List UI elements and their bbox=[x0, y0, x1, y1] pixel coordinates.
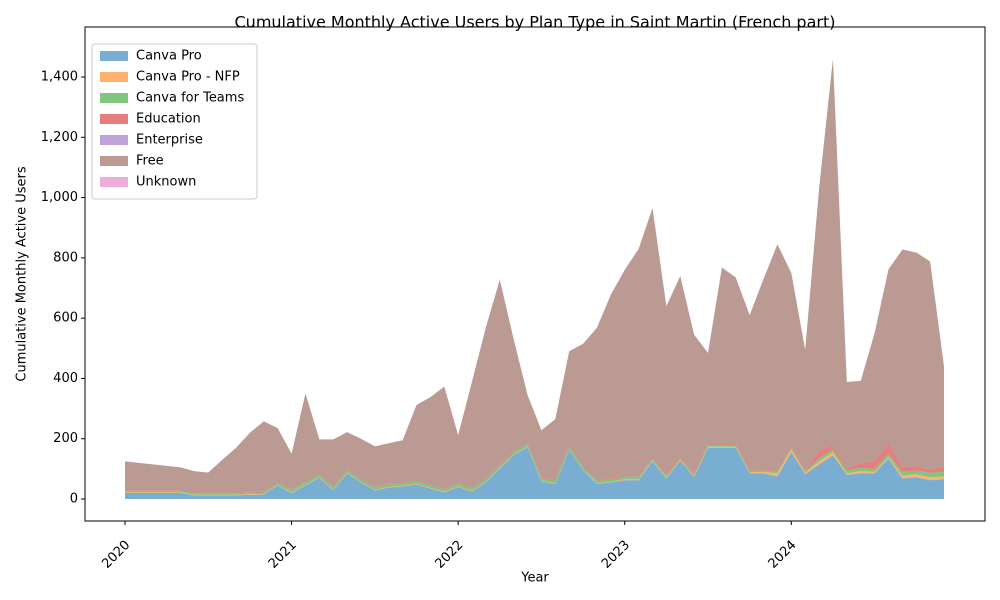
x-tick-label: 2024 bbox=[766, 538, 800, 572]
legend-swatch bbox=[100, 135, 128, 145]
x-tick-label: 2020 bbox=[99, 538, 133, 572]
area bbox=[125, 446, 944, 496]
legend-swatch bbox=[100, 177, 128, 187]
legend-swatch bbox=[100, 114, 128, 124]
legend-swatch bbox=[100, 51, 128, 61]
legend-label: Education bbox=[136, 112, 201, 127]
legend-label: Free bbox=[136, 154, 164, 169]
y-tick-label: 200 bbox=[53, 431, 78, 446]
x-tick-label: 2023 bbox=[599, 538, 633, 572]
y-tick-label: 800 bbox=[53, 250, 78, 265]
y-tick-label: 1,200 bbox=[41, 130, 78, 145]
y-tick-label: 1,400 bbox=[41, 70, 78, 85]
legend-label: Canva Pro - NFP bbox=[136, 70, 240, 85]
legend-swatch bbox=[100, 72, 128, 82]
legend-swatch bbox=[100, 93, 128, 103]
y-tick-label: 0 bbox=[70, 491, 78, 506]
x-tick-label: 2021 bbox=[266, 538, 300, 572]
chart-title: Cumulative Monthly Active Users by Plan … bbox=[235, 13, 836, 32]
legend-label: Canva for Teams bbox=[136, 91, 244, 106]
y-tick-label: 1,000 bbox=[41, 190, 78, 205]
area bbox=[125, 447, 944, 499]
legend-swatch bbox=[100, 156, 128, 166]
y-axis-label: Cumulative Monthly Active Users bbox=[15, 166, 30, 381]
x-tick-label: 2022 bbox=[432, 538, 466, 572]
legend-box bbox=[91, 43, 258, 200]
y-tick-label: 400 bbox=[53, 371, 78, 386]
y-tick-label: 600 bbox=[53, 311, 78, 326]
legend-label: Unknown bbox=[136, 175, 196, 190]
plot-area bbox=[125, 58, 944, 499]
legend-label: Canva Pro bbox=[136, 49, 202, 64]
legend-label: Enterprise bbox=[136, 133, 203, 148]
axes-frame bbox=[84, 26, 986, 522]
x-axis-label: Year bbox=[520, 571, 549, 586]
area bbox=[125, 58, 944, 493]
legend: Canva Pro Canva Pro - NFP Canva for Teams E… bbox=[91, 43, 258, 200]
